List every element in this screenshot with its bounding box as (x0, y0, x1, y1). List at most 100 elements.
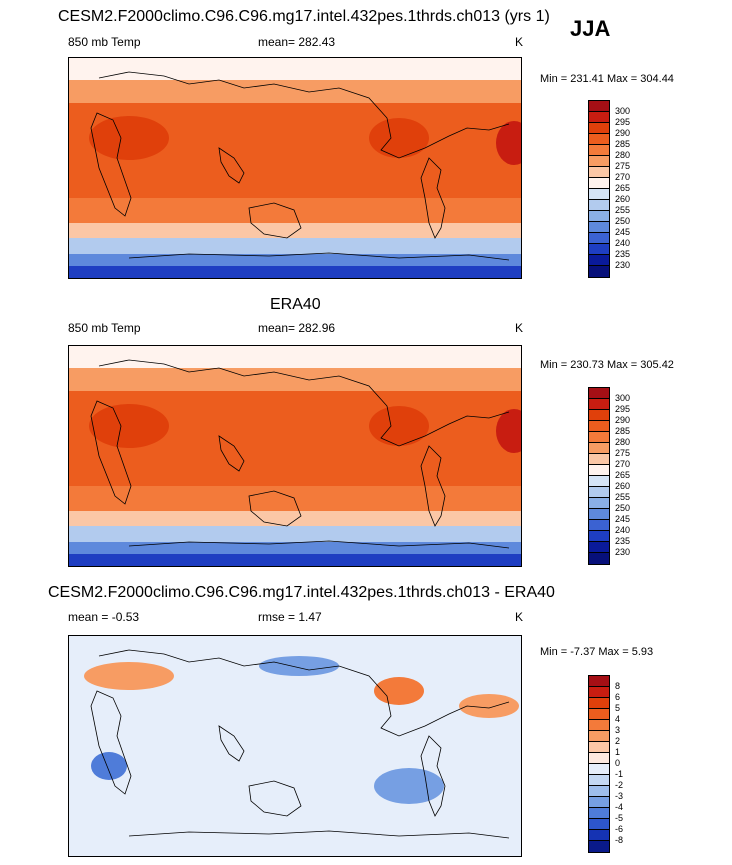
colorbar-swatch (589, 819, 609, 830)
colorbar-swatch (589, 786, 609, 797)
colorbar-swatch (589, 421, 609, 432)
colorbar-swatch (589, 841, 609, 852)
colorbar-swatch (589, 720, 609, 731)
colorbar-swatch (589, 266, 609, 277)
colorbar-level-label: 300 (615, 393, 631, 403)
colorbar-swatch (589, 830, 609, 841)
colorbar-level-label: 280 (615, 437, 631, 447)
colorbar-level-label: 270 (615, 172, 631, 182)
colorbar-level-label: 285 (615, 139, 631, 149)
colorbar-level-label: 275 (615, 448, 631, 458)
panel-2-variable-label: 850 mb Temp (68, 321, 141, 335)
panel-3-minmax: Min = -7.37 Max = 5.93 (540, 646, 654, 658)
panel-1-map (68, 57, 522, 279)
colorbar-swatch (589, 498, 609, 509)
colorbar-swatch (589, 764, 609, 775)
colorbar-swatch (589, 222, 609, 233)
panel-2-title: ERA40 (270, 296, 321, 313)
colorbar-level-label: 265 (615, 470, 631, 480)
colorbar-level-label: -4 (615, 802, 624, 812)
colorbar-swatch (589, 101, 609, 112)
colorbar-swatch (589, 189, 609, 200)
panel-1-mean-label: mean= 282.43 (258, 35, 336, 49)
colorbar-swatch (589, 687, 609, 698)
colorbar-level-label: 4 (615, 714, 621, 724)
colorbar-swatch (589, 167, 609, 178)
colorbar-swatch (589, 156, 609, 167)
colorbar-swatch (589, 123, 609, 134)
colorbar-level-label: -3 (615, 791, 624, 801)
colorbar-level-label: -8 (615, 835, 624, 845)
panel-1-minmax: Min = 231.41 Max = 304.44 (540, 73, 674, 85)
panel-3-colorbar (588, 675, 610, 853)
colorbar-level-label: 230 (615, 260, 631, 270)
colorbar-level-label: 285 (615, 426, 631, 436)
colorbar-level-label: 290 (615, 128, 631, 138)
colorbar-level-label: 250 (615, 503, 631, 513)
colorbar-level-label: 265 (615, 183, 631, 193)
colorbar-level-label: 295 (615, 117, 631, 127)
colorbar-level-label: 8 (615, 681, 621, 691)
colorbar-swatch (589, 432, 609, 443)
panel-1-title: CESM2.F2000climo.C96.C96.mg17.intel.432p… (58, 8, 550, 25)
colorbar-level-label: 6 (615, 692, 621, 702)
colorbar-swatch (589, 731, 609, 742)
panel-3-rmse-label: rmse = 1.47 (258, 610, 322, 624)
colorbar-swatch (589, 775, 609, 786)
colorbar-swatch (589, 454, 609, 465)
colorbar-swatch (589, 808, 609, 819)
colorbar-swatch (589, 742, 609, 753)
colorbar-level-label: 235 (615, 249, 631, 259)
panel-3-units-label: K (515, 610, 524, 624)
panel-3-mean-label: mean = -0.53 (68, 610, 140, 624)
panel-1-variable-label: 850 mb Temp (68, 35, 141, 49)
panel-1-colorbar (588, 100, 610, 278)
panel-1-units-label: K (515, 35, 524, 49)
colorbar-swatch (589, 443, 609, 454)
colorbar-level-label: 255 (615, 205, 631, 215)
colorbar-swatch (589, 676, 609, 687)
season-label: JJA (570, 16, 611, 41)
colorbar-swatch (589, 178, 609, 189)
panel-2-map (68, 345, 522, 567)
colorbar-level-label: 1 (615, 747, 621, 757)
colorbar-swatch (589, 531, 609, 542)
colorbar-level-label: 280 (615, 150, 631, 160)
colorbar-level-label: -6 (615, 824, 624, 834)
colorbar-level-label: 240 (615, 238, 631, 248)
colorbar-swatch (589, 520, 609, 531)
colorbar-swatch (589, 509, 609, 520)
colorbar-level-label: -1 (615, 769, 624, 779)
panel-2-mean-label: mean= 282.96 (258, 321, 336, 335)
colorbar-swatch (589, 211, 609, 222)
colorbar-swatch (589, 797, 609, 808)
colorbar-swatch (589, 244, 609, 255)
colorbar-swatch (589, 553, 609, 564)
colorbar-level-label: 235 (615, 536, 631, 546)
panel-2-colorbar (588, 387, 610, 565)
colorbar-level-label: 3 (615, 725, 621, 735)
colorbar-level-label: 5 (615, 703, 621, 713)
colorbar-level-label: 230 (615, 547, 631, 557)
colorbar-level-label: 250 (615, 216, 631, 226)
colorbar-level-label: 255 (615, 492, 631, 502)
colorbar-level-label: 300 (615, 106, 631, 116)
colorbar-level-label: 290 (615, 415, 631, 425)
colorbar-level-label: 260 (615, 194, 631, 204)
colorbar-swatch (589, 542, 609, 553)
colorbar-swatch (589, 476, 609, 487)
colorbar-swatch (589, 698, 609, 709)
colorbar-swatch (589, 255, 609, 266)
colorbar-level-label: 295 (615, 404, 631, 414)
colorbar-swatch (589, 233, 609, 244)
colorbar-swatch (589, 399, 609, 410)
colorbar-level-label: 275 (615, 161, 631, 171)
colorbar-swatch (589, 753, 609, 764)
colorbar-swatch (589, 410, 609, 421)
colorbar-swatch (589, 112, 609, 123)
panel-3-title: CESM2.F2000climo.C96.C96.mg17.intel.432p… (48, 584, 555, 601)
colorbar-swatch (589, 709, 609, 720)
colorbar-level-label: 245 (615, 514, 631, 524)
colorbar-level-label: -2 (615, 780, 624, 790)
colorbar-swatch (589, 134, 609, 145)
